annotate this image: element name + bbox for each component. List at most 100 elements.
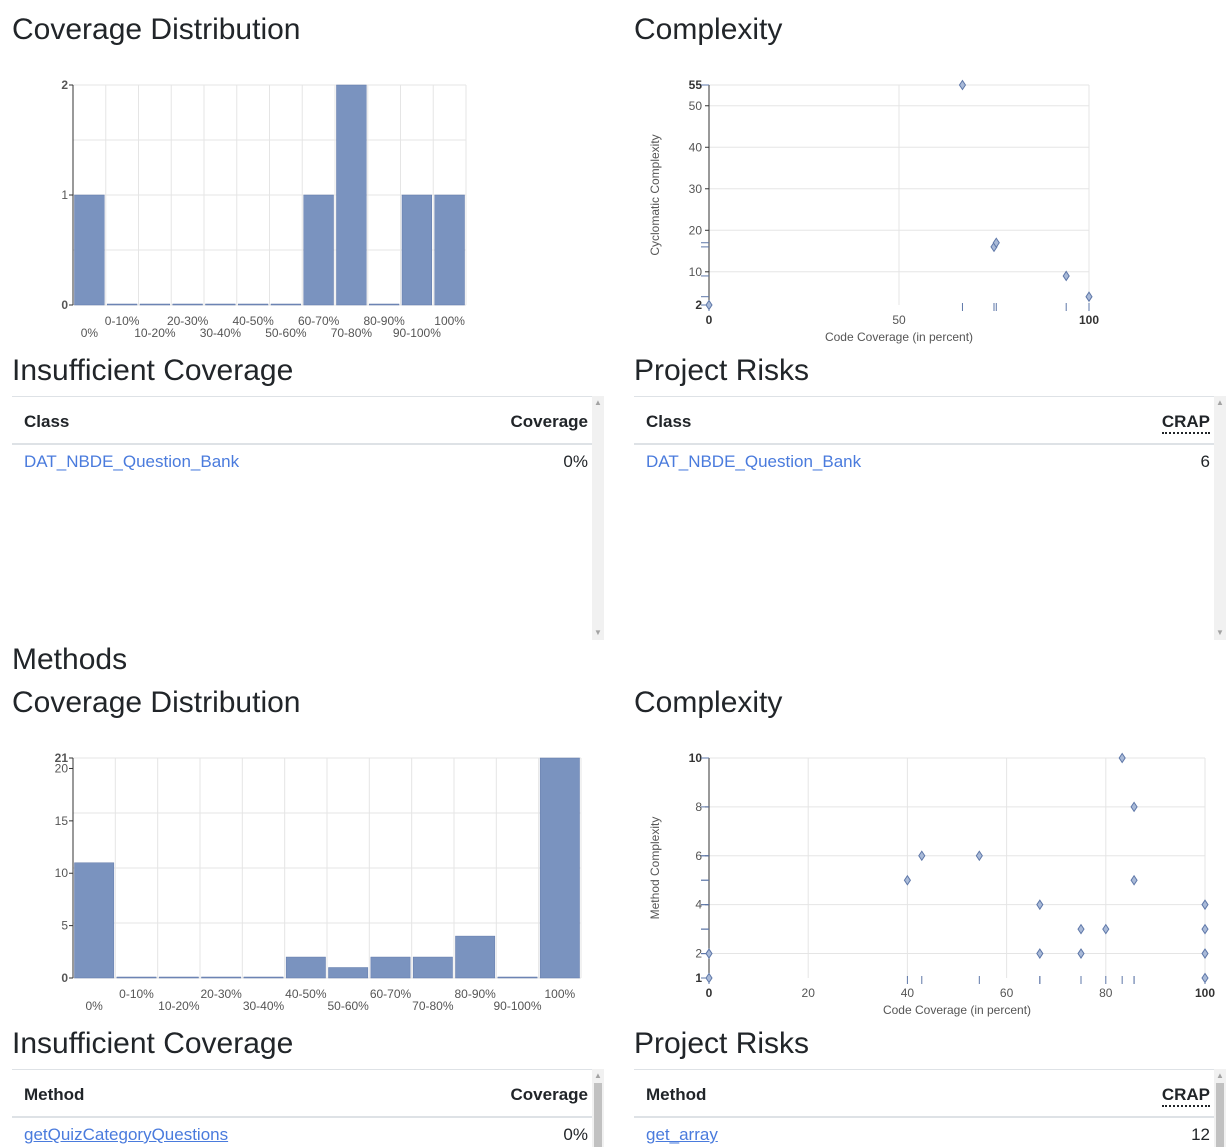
- table-header: Method Coverage: [12, 1069, 592, 1118]
- column-header-class: Class: [24, 412, 70, 431]
- x-tick-label: 40-50%: [285, 987, 327, 1001]
- data-point: [1085, 291, 1093, 303]
- x-tick-label: 0-10%: [119, 987, 154, 1001]
- table-header: Class CRAP: [634, 396, 1214, 445]
- table-header: Class Coverage: [12, 396, 592, 445]
- coverage-value: 0%: [563, 1125, 588, 1144]
- bar-0%: [74, 194, 105, 306]
- column-header-class: Class: [646, 412, 692, 431]
- y-tick-label: 1: [695, 971, 702, 985]
- x-tick-label: 70-80%: [412, 999, 454, 1013]
- scroll-up-icon[interactable]: ▲: [594, 1071, 602, 1080]
- scrollbar-thumb[interactable]: [594, 1083, 602, 1147]
- bar-0%: [74, 862, 115, 979]
- scroll-up-icon[interactable]: ▲: [594, 398, 602, 407]
- data-point: [1201, 899, 1209, 911]
- x-tick-label: 0%: [85, 999, 103, 1013]
- scroll-up-icon[interactable]: ▲: [1216, 398, 1224, 407]
- method-link[interactable]: getQuizCategoryQuestions: [24, 1125, 229, 1144]
- x-tick-label: 20: [802, 986, 816, 1000]
- column-header-crap: CRAP: [1161, 1085, 1210, 1107]
- bar-80-90%: [369, 303, 400, 306]
- scroll-up-icon[interactable]: ▲: [1216, 1071, 1224, 1080]
- y-tick-label: 21: [55, 751, 69, 765]
- y-tick-label: 2: [61, 78, 68, 92]
- scrollbar-thumb[interactable]: [1216, 1083, 1224, 1147]
- vertical-scrollbar[interactable]: ▲: [592, 1069, 604, 1147]
- bar-0-10%: [107, 303, 138, 306]
- vertical-scrollbar[interactable]: ▲ ▼: [1214, 396, 1226, 640]
- x-tick-label: 100: [1079, 313, 1099, 327]
- y-tick-label: 15: [55, 814, 69, 828]
- data-point: [1036, 899, 1044, 911]
- x-tick-label: 100%: [434, 314, 465, 328]
- bar-40-50%: [285, 956, 326, 979]
- method-complexity-title: Complexity: [634, 686, 783, 719]
- table-row: DAT_NBDE_Question_Bank 0%: [12, 445, 592, 477]
- bar-0-10%: [116, 976, 157, 979]
- crap-value: 12: [1191, 1125, 1210, 1144]
- data-point: [1130, 801, 1138, 813]
- data-point: [975, 850, 983, 862]
- bar-90-100%: [497, 976, 538, 979]
- class-link[interactable]: DAT_NBDE_Question_Bank: [646, 452, 862, 471]
- method-risks-table: Method CRAP get_array 12 ▲: [634, 1069, 1226, 1147]
- column-header-crap: CRAP: [1161, 412, 1210, 434]
- coverage-value: 0%: [563, 452, 588, 471]
- x-tick-label: 10-20%: [158, 999, 200, 1013]
- y-tick-label: 10: [55, 866, 69, 880]
- class-complexity-chart: 2 10 20 30 40 50 55 0 50 100 Code Coverage (in per…: [648, 78, 1099, 344]
- x-tick-label: 100: [1195, 986, 1215, 1000]
- y-tick-label: 50: [689, 99, 703, 113]
- table-row: DAT_NBDE_Question_Bank 6: [634, 445, 1214, 477]
- data-point: [1201, 923, 1209, 935]
- scroll-down-icon[interactable]: ▼: [594, 628, 602, 637]
- x-axis-title: Code Coverage (in percent): [883, 1003, 1031, 1017]
- data-point: [918, 850, 926, 862]
- method-coverage-title: Coverage Distribution: [12, 686, 301, 719]
- x-axis-title: Code Coverage (in percent): [825, 330, 973, 344]
- x-tick-label: 80: [1099, 986, 1113, 1000]
- x-tick-label: 40: [901, 986, 915, 1000]
- y-tick-label: 8: [695, 800, 702, 814]
- y-tick-label: 0: [61, 298, 68, 312]
- vertical-scrollbar[interactable]: ▲: [1214, 1069, 1226, 1147]
- data-point: [992, 237, 1000, 249]
- scroll-down-icon[interactable]: ▼: [1216, 628, 1224, 637]
- crap-value: 6: [1200, 452, 1210, 471]
- x-tick-label: 0: [706, 313, 713, 327]
- x-tick-label: 20-30%: [167, 314, 209, 328]
- bar-100%: [539, 757, 580, 979]
- data-point: [1077, 923, 1085, 935]
- bar-90-100%: [401, 194, 432, 306]
- y-tick-label: 2: [695, 947, 702, 961]
- data-point: [1102, 923, 1110, 935]
- x-tick-label: 30-40%: [200, 326, 242, 340]
- bar-30-40%: [243, 976, 284, 979]
- x-tick-label: 80-90%: [363, 314, 405, 328]
- method-link[interactable]: get_array: [646, 1125, 718, 1144]
- bar-70-80%: [412, 956, 453, 979]
- data-point: [1077, 948, 1085, 959]
- data-point: [1201, 948, 1209, 959]
- x-tick-label: 60-70%: [370, 987, 412, 1001]
- bar-20-30%: [201, 976, 242, 979]
- y-tick-label: 20: [689, 223, 703, 237]
- x-tick-label: 60: [1000, 986, 1014, 1000]
- vertical-scrollbar[interactable]: ▲ ▼: [592, 396, 604, 640]
- data-point: [1201, 972, 1209, 984]
- x-tick-label: 0%: [81, 326, 99, 340]
- table-header: Method CRAP: [634, 1069, 1214, 1118]
- data-point: [1118, 752, 1126, 764]
- y-axis-title: Method Complexity: [648, 817, 662, 920]
- bar-50-60%: [328, 967, 369, 979]
- x-tick-label: 90-100%: [393, 326, 441, 340]
- methods-section-title: Methods: [12, 643, 128, 676]
- y-tick-label: 30: [689, 182, 703, 196]
- x-tick-label: 0: [706, 986, 713, 1000]
- y-tick-label: 2: [695, 298, 702, 312]
- column-header-method: Method: [24, 1085, 85, 1104]
- class-link[interactable]: DAT_NBDE_Question_Bank: [24, 452, 240, 471]
- class-risks-table: Class CRAP DAT_NBDE_Question_Bank 6 ▲ ▼: [634, 396, 1226, 640]
